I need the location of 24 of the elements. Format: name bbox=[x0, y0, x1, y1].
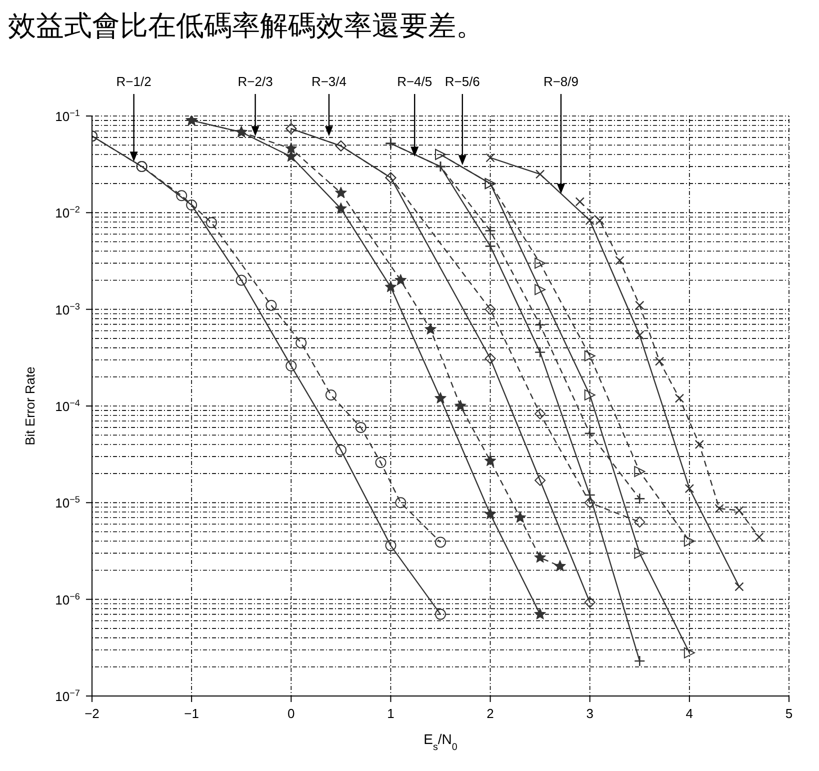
annotation: R−8/9 bbox=[543, 74, 579, 89]
y-tick-label: 10$^{−1}$ bbox=[55, 108, 80, 124]
annotation: R−3/4 bbox=[311, 74, 347, 89]
x-tick-label: −2 bbox=[84, 706, 100, 721]
x-tick-label: 2 bbox=[486, 706, 494, 721]
annotation: R−4/5 bbox=[397, 74, 432, 89]
x-tick-label: 5 bbox=[785, 706, 793, 721]
y-tick-label: 10$^{−7}$ bbox=[55, 688, 80, 704]
y-tick-label: 10$^{−5}$ bbox=[55, 494, 80, 511]
annotation: R−2/3 bbox=[238, 74, 273, 89]
x-tick-label: −1 bbox=[184, 706, 199, 721]
x-tick-label: 3 bbox=[586, 706, 594, 721]
x-axis-title: E$_{s}$/N$_{0}$ bbox=[424, 731, 458, 752]
x-tick-label: 4 bbox=[686, 706, 694, 721]
y-tick-label: 10$^{−4}$ bbox=[55, 398, 80, 414]
y-tick-label: 10$^{−3}$ bbox=[55, 301, 80, 318]
y-tick-label: 10$^{−2}$ bbox=[55, 204, 80, 221]
annotation: R−5/6 bbox=[444, 74, 480, 89]
x-tick-label: 0 bbox=[288, 706, 295, 721]
text: 效益式會比在低碼率解碼效率還要差。 bbox=[8, 8, 485, 44]
y-axis-title: Bit Error Rate bbox=[22, 366, 38, 446]
annotation: R−1/2 bbox=[116, 74, 152, 89]
y-tick-label: 10$^{−6}$ bbox=[55, 591, 80, 608]
x-tick-label: 1 bbox=[387, 706, 394, 721]
